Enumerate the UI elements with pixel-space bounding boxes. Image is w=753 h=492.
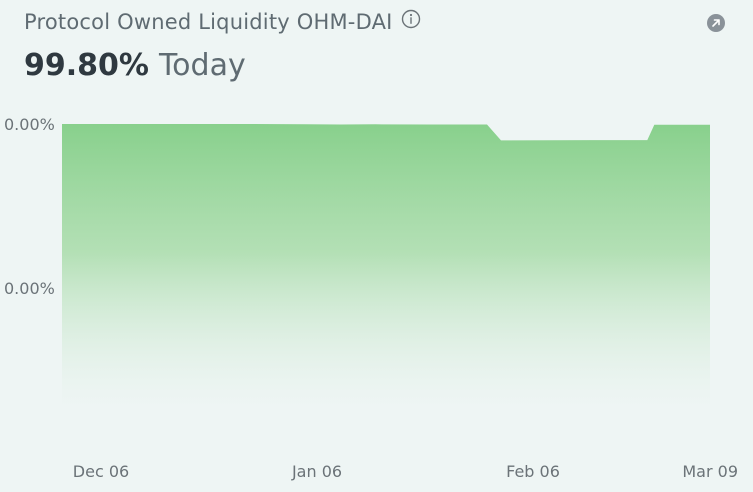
arrow-up-right-icon: [707, 14, 725, 32]
title-row: Protocol Owned Liquidity OHM-DAI: [24, 9, 421, 34]
x-tick-label: Mar 09: [682, 462, 738, 481]
chart-title: Protocol Owned Liquidity OHM-DAI: [24, 10, 393, 34]
y-tick-label: 0.00%: [4, 115, 55, 134]
info-icon[interactable]: [401, 9, 421, 29]
x-tick-label: Jan 06: [291, 462, 342, 481]
area-series: [62, 124, 710, 410]
x-tick-label: Dec 06: [73, 462, 129, 481]
current-value: 99.80%: [24, 48, 149, 83]
value-suffix: Today: [158, 48, 246, 83]
value-row: 99.80% Today: [24, 48, 246, 83]
expand-button[interactable]: [707, 14, 725, 32]
x-tick-label: Feb 06: [506, 462, 560, 481]
y-tick-label: 0.00%: [4, 279, 55, 298]
